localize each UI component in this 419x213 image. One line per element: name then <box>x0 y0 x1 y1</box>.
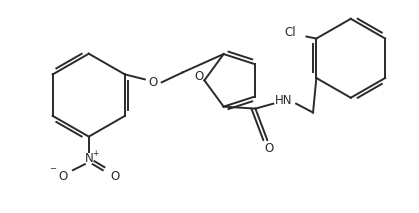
Text: O: O <box>110 170 119 183</box>
Text: O: O <box>265 142 274 155</box>
Text: Cl: Cl <box>285 26 296 39</box>
Text: +: + <box>93 149 99 158</box>
Text: HN: HN <box>274 94 292 107</box>
Text: −: − <box>49 164 57 173</box>
Text: O: O <box>58 170 67 183</box>
Text: O: O <box>148 76 158 89</box>
Text: O: O <box>195 70 204 83</box>
Text: N: N <box>85 152 93 165</box>
